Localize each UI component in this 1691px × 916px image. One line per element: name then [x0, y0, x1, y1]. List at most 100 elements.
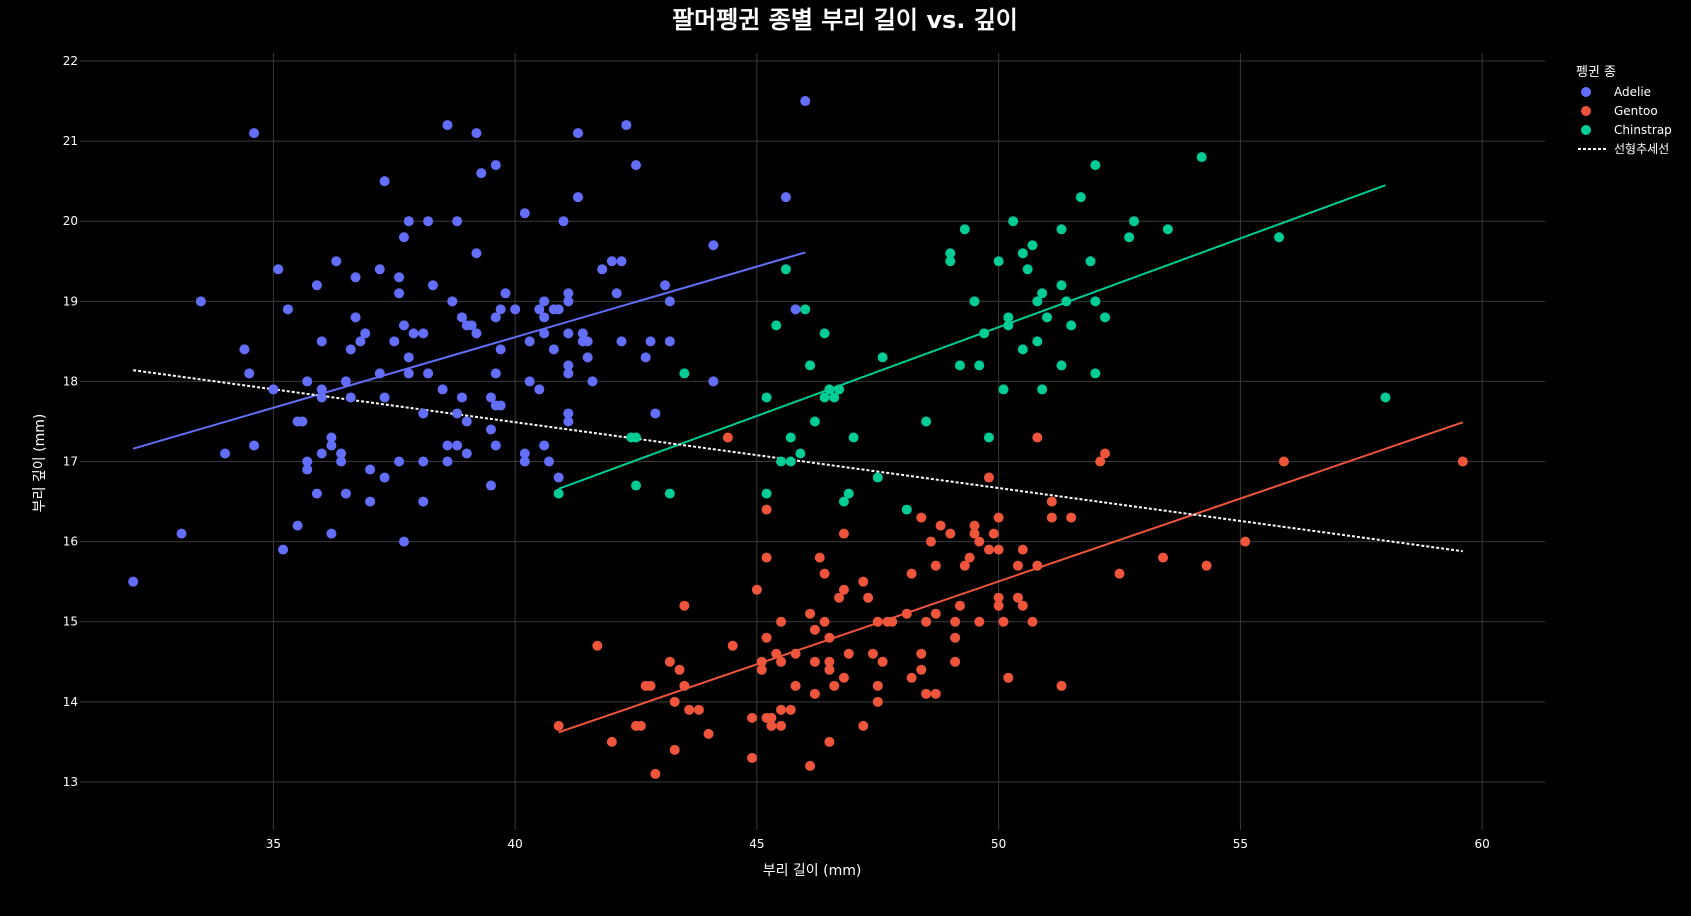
data-point-adelie[interactable] [539, 312, 550, 323]
data-point-gentoo[interactable] [843, 648, 854, 659]
data-point-adelie[interactable] [282, 304, 293, 315]
data-point-chinstrap[interactable] [1022, 264, 1033, 275]
data-point-adelie[interactable] [563, 360, 574, 371]
data-point-gentoo[interactable] [1012, 560, 1023, 571]
data-point-adelie[interactable] [427, 280, 438, 291]
data-point-adelie[interactable] [437, 384, 448, 395]
data-point-adelie[interactable] [616, 256, 627, 267]
data-point-gentoo[interactable] [824, 736, 835, 747]
data-point-gentoo[interactable] [950, 632, 961, 643]
data-point-gentoo[interactable] [761, 552, 772, 563]
data-point-gentoo[interactable] [645, 680, 656, 691]
data-point-adelie[interactable] [336, 456, 347, 467]
data-point-adelie[interactable] [239, 344, 250, 355]
data-point-chinstrap[interactable] [1090, 368, 1101, 379]
data-point-adelie[interactable] [563, 328, 574, 339]
legend-item-chinstrap[interactable]: Chinstrap [1581, 123, 1672, 137]
data-point-adelie[interactable] [268, 384, 279, 395]
data-point-gentoo[interactable] [838, 584, 849, 595]
data-point-gentoo[interactable] [1114, 568, 1125, 579]
data-point-adelie[interactable] [326, 432, 337, 443]
data-point-chinstrap[interactable] [1037, 288, 1048, 299]
data-point-adelie[interactable] [278, 544, 289, 555]
data-point-chinstrap[interactable] [921, 416, 932, 427]
data-point-gentoo[interactable] [834, 592, 845, 603]
data-point-adelie[interactable] [597, 264, 608, 275]
data-point-gentoo[interactable] [887, 616, 898, 627]
data-point-gentoo[interactable] [1017, 600, 1028, 611]
data-point-gentoo[interactable] [809, 688, 820, 699]
data-point-gentoo[interactable] [872, 680, 883, 691]
data-point-gentoo[interactable] [727, 640, 738, 651]
data-point-adelie[interactable] [311, 280, 322, 291]
data-point-adelie[interactable] [553, 304, 564, 315]
data-point-gentoo[interactable] [679, 680, 690, 691]
data-point-gentoo[interactable] [964, 552, 975, 563]
data-point-adelie[interactable] [519, 208, 530, 219]
data-point-gentoo[interactable] [921, 616, 932, 627]
data-point-adelie[interactable] [577, 328, 588, 339]
data-point-gentoo[interactable] [993, 592, 1004, 603]
data-point-adelie[interactable] [292, 520, 303, 531]
data-point-adelie[interactable] [485, 480, 496, 491]
data-point-adelie[interactable] [640, 352, 651, 363]
data-point-adelie[interactable] [563, 296, 574, 307]
data-point-adelie[interactable] [316, 384, 327, 395]
data-point-chinstrap[interactable] [631, 480, 642, 491]
data-point-gentoo[interactable] [553, 720, 564, 731]
data-point-chinstrap[interactable] [1162, 224, 1173, 235]
data-point-adelie[interactable] [244, 368, 255, 379]
data-point-gentoo[interactable] [1056, 680, 1067, 691]
data-point-chinstrap[interactable] [1061, 296, 1072, 307]
data-point-adelie[interactable] [365, 464, 376, 475]
data-point-gentoo[interactable] [664, 656, 675, 667]
data-point-gentoo[interactable] [669, 696, 680, 707]
data-point-chinstrap[interactable] [1056, 224, 1067, 235]
data-point-gentoo[interactable] [838, 672, 849, 683]
data-point-adelie[interactable] [573, 128, 584, 139]
data-point-gentoo[interactable] [930, 560, 941, 571]
data-point-chinstrap[interactable] [1017, 248, 1028, 259]
data-point-adelie[interactable] [403, 216, 414, 227]
data-point-adelie[interactable] [524, 376, 535, 387]
data-point-adelie[interactable] [379, 392, 390, 403]
data-point-gentoo[interactable] [959, 560, 970, 571]
data-point-gentoo[interactable] [983, 544, 994, 555]
data-point-gentoo[interactable] [703, 728, 714, 739]
data-point-gentoo[interactable] [829, 680, 840, 691]
data-point-gentoo[interactable] [771, 648, 782, 659]
data-point-adelie[interactable] [553, 472, 564, 483]
data-point-gentoo[interactable] [785, 704, 796, 715]
data-point-gentoo[interactable] [930, 608, 941, 619]
data-point-adelie[interactable] [394, 272, 405, 283]
data-point-chinstrap[interactable] [553, 488, 564, 499]
data-point-adelie[interactable] [495, 344, 506, 355]
data-point-gentoo[interactable] [872, 696, 883, 707]
data-point-gentoo[interactable] [877, 656, 888, 667]
data-point-chinstrap[interactable] [1075, 192, 1086, 203]
data-point-adelie[interactable] [534, 384, 545, 395]
data-point-adelie[interactable] [621, 120, 632, 131]
data-point-adelie[interactable] [490, 368, 501, 379]
data-point-adelie[interactable] [519, 448, 530, 459]
data-point-chinstrap[interactable] [800, 304, 811, 315]
data-point-chinstrap[interactable] [1129, 216, 1140, 227]
data-point-gentoo[interactable] [954, 600, 965, 611]
data-point-chinstrap[interactable] [848, 432, 859, 443]
data-point-adelie[interactable] [631, 160, 642, 171]
data-point-adelie[interactable] [616, 336, 627, 347]
data-point-chinstrap[interactable] [1027, 240, 1038, 251]
data-point-gentoo[interactable] [916, 664, 927, 675]
data-point-gentoo[interactable] [776, 656, 787, 667]
data-point-gentoo[interactable] [906, 568, 917, 579]
data-point-gentoo[interactable] [809, 624, 820, 635]
data-point-adelie[interactable] [403, 352, 414, 363]
data-point-gentoo[interactable] [824, 664, 835, 675]
data-point-gentoo[interactable] [776, 704, 787, 715]
data-point-adelie[interactable] [650, 408, 661, 419]
data-point-gentoo[interactable] [969, 528, 980, 539]
data-point-adelie[interactable] [461, 448, 472, 459]
data-point-adelie[interactable] [302, 456, 313, 467]
data-point-gentoo[interactable] [650, 768, 661, 779]
data-point-adelie[interactable] [543, 456, 554, 467]
